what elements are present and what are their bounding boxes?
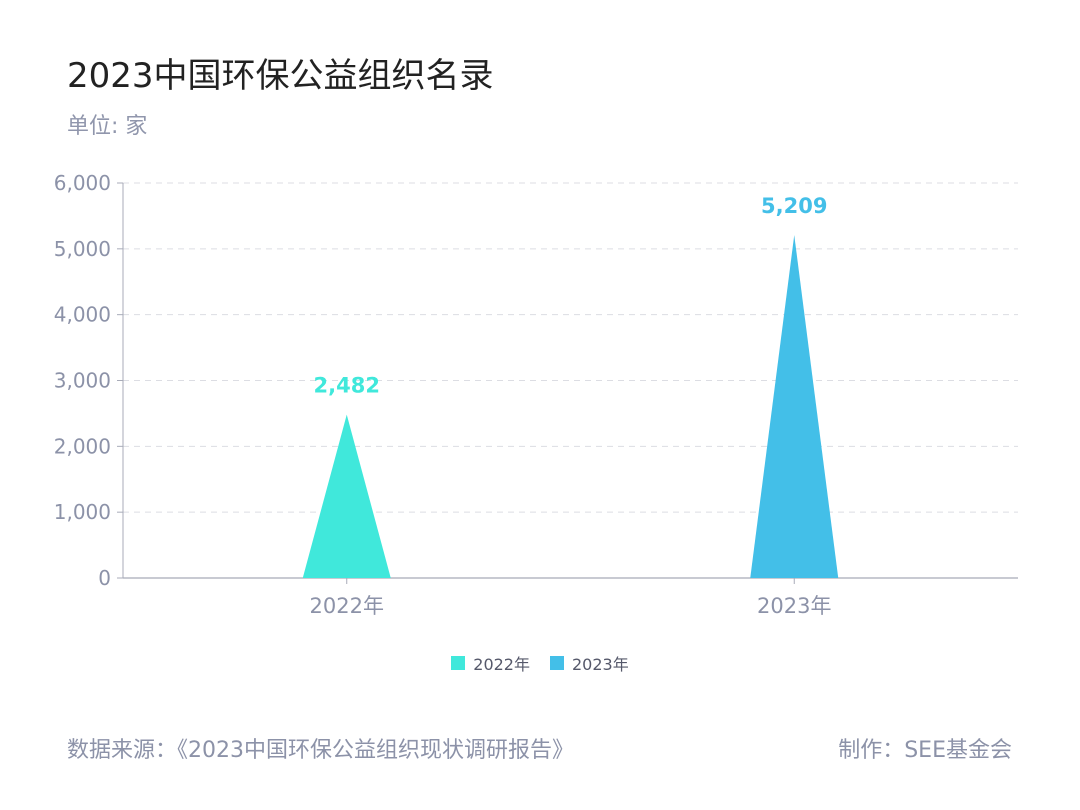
y-tick-label: 2,000 xyxy=(54,434,111,458)
x-tick-label: 2022年 xyxy=(310,594,384,618)
chart-title: 2023中国环保公益组织名录 xyxy=(67,56,494,96)
y-tick-label: 0 xyxy=(98,566,111,590)
y-tick-label: 3,000 xyxy=(54,369,111,393)
legend-item-2022[interactable]: 2022年 xyxy=(451,651,530,675)
data-label: 5,209 xyxy=(761,194,827,218)
legend-swatch-2022 xyxy=(451,656,466,670)
legend-swatch-2023 xyxy=(550,656,564,670)
legend-label-2023: 2023年 xyxy=(572,655,629,674)
y-tick-label: 4,000 xyxy=(54,303,111,327)
y-tick-label: 5,000 xyxy=(54,237,111,261)
triangle-bar-2022年 xyxy=(302,414,391,578)
y-tick-label: 6,000 xyxy=(54,171,111,195)
legend-item-2023[interactable]: 2023年 xyxy=(550,651,629,675)
data-label: 2,482 xyxy=(314,374,380,398)
triangle-bar-2023年 xyxy=(750,235,839,579)
producer-credit: 制作：SEE基金会 xyxy=(838,738,1012,763)
x-tick-label: 2023年 xyxy=(757,594,831,618)
unit-label: 单位: 家 xyxy=(67,114,148,139)
data-source-note: 数据来源：《2023中国环保公益组织现状调研报告》 xyxy=(67,738,574,763)
legend-label-2022: 2022年 xyxy=(473,655,530,674)
y-tick-label: 1,000 xyxy=(54,500,111,524)
legend: 2022年 2023年 xyxy=(0,651,1080,675)
